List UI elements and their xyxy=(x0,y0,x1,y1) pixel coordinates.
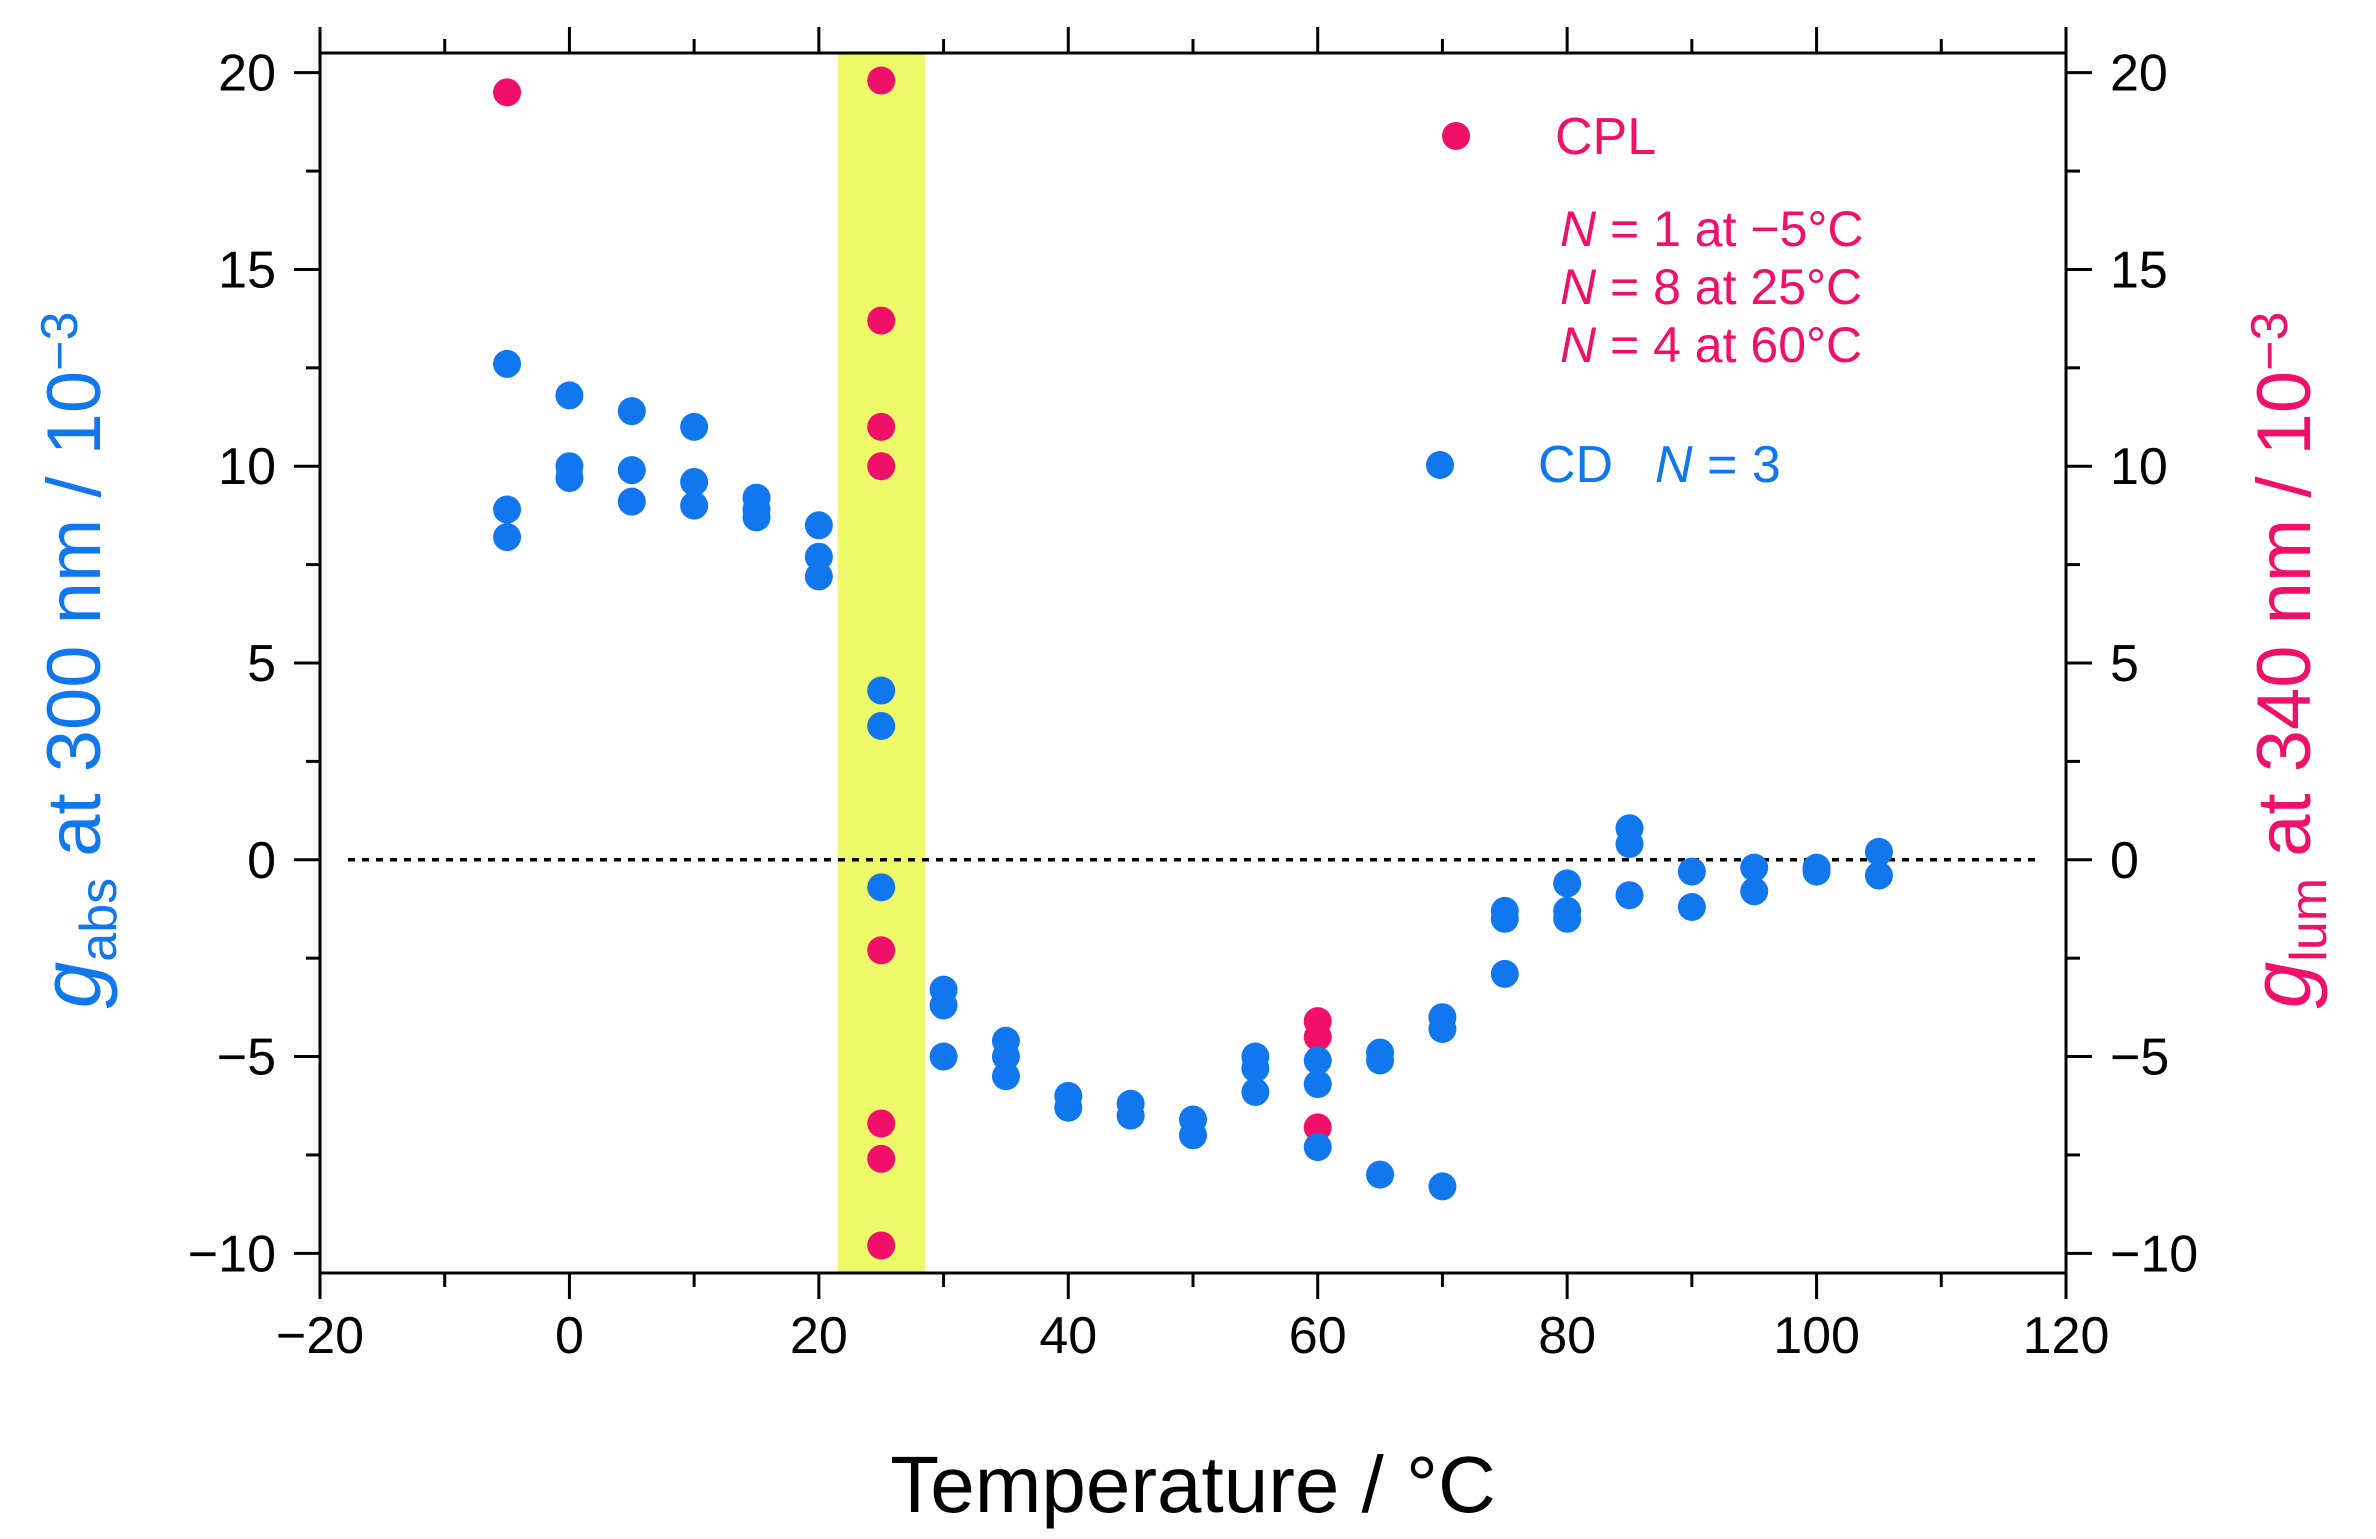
cpl-point xyxy=(867,1231,896,1260)
cd-point xyxy=(991,1042,1020,1071)
cpl-point xyxy=(867,1109,896,1138)
cd-point xyxy=(1864,861,1893,890)
legend-cpl-n-line: N = 8 at 25°C xyxy=(1560,259,1862,315)
cd-point xyxy=(1303,1070,1332,1099)
cd-point xyxy=(804,542,833,571)
cd-point xyxy=(680,467,709,496)
x-tick-label: 0 xyxy=(555,1307,584,1365)
cpl-point xyxy=(867,306,896,335)
cd-point xyxy=(617,397,646,426)
y-axis-label-right: glum at 340 nm / 10−3 xyxy=(2234,312,2338,1009)
y-tick-label-left: 20 xyxy=(218,45,276,103)
cd-point xyxy=(929,1042,958,1071)
cd-point xyxy=(991,1062,1020,1091)
cd-point xyxy=(1241,1077,1270,1106)
legend-cpl-n-line: N = 1 at −5°C xyxy=(1560,201,1864,257)
legend-cpl-label: CPL xyxy=(1555,108,1656,166)
legend-cd-label: CD xyxy=(1538,436,1613,494)
cd-point xyxy=(1740,853,1769,882)
legend-cpl-n-line: N = 4 at 60°C xyxy=(1560,317,1862,373)
cd-point xyxy=(1553,904,1582,933)
x-tick-label: 100 xyxy=(1773,1307,1860,1365)
cd-point xyxy=(1303,1133,1332,1162)
cpl-point xyxy=(867,452,896,481)
cd-point xyxy=(1366,1046,1395,1075)
x-tick-label: 40 xyxy=(1039,1307,1097,1365)
cd-point xyxy=(1677,857,1706,886)
cd-point xyxy=(867,873,896,902)
y-tick-label-right: 15 xyxy=(2110,241,2168,299)
cd-point xyxy=(493,495,522,524)
cd-point xyxy=(1241,1054,1270,1083)
cpl-point xyxy=(867,66,896,95)
cd-point xyxy=(1116,1101,1145,1130)
cd-point xyxy=(929,991,958,1020)
cd-point xyxy=(804,511,833,540)
y-axis-label-left: gabs at 300 nm / 10−3 xyxy=(24,312,128,1009)
legend-cd-n: N = 3 xyxy=(1655,436,1781,494)
cd-point xyxy=(1179,1121,1207,1150)
y-tick-label-left: −5 xyxy=(217,1029,276,1087)
x-tick-label: 20 xyxy=(790,1307,848,1365)
cd-point xyxy=(742,503,771,532)
cd-point xyxy=(1428,1172,1457,1201)
y-tick-label-left: −10 xyxy=(188,1225,276,1283)
cd-point xyxy=(1802,857,1831,886)
cd-point xyxy=(804,562,833,591)
y-tick-label-left: 0 xyxy=(247,832,276,890)
y-tick-label-left: 10 xyxy=(218,438,276,496)
cd-point xyxy=(1553,869,1582,898)
cd-point xyxy=(1303,1046,1332,1075)
cd-point xyxy=(1490,959,1519,988)
x-axis-label: Temperature / °C xyxy=(890,1440,1496,1529)
highlight-band xyxy=(837,53,925,1273)
cpl-point xyxy=(1303,1113,1332,1142)
cd-point xyxy=(1740,877,1769,906)
legend-cd-marker xyxy=(1426,451,1454,479)
cd-point xyxy=(1428,1015,1457,1043)
cd-point xyxy=(1366,1160,1395,1189)
y-tick-label-right: −5 xyxy=(2110,1029,2169,1087)
cd-point xyxy=(1615,881,1644,910)
cd-point xyxy=(1864,837,1893,866)
x-tick-label: 120 xyxy=(2023,1307,2110,1365)
cpl-point xyxy=(1303,1022,1332,1051)
cd-point xyxy=(555,381,584,410)
cd-point xyxy=(867,711,896,740)
y-tick-label-right: 20 xyxy=(2110,45,2168,103)
series-cpl xyxy=(493,66,1332,1260)
y-tick-label-right: 10 xyxy=(2110,438,2168,496)
cpl-point xyxy=(493,78,522,107)
y-tick-label-right: −10 xyxy=(2110,1225,2198,1283)
cd-point xyxy=(555,464,584,493)
x-tick-label: 80 xyxy=(1538,1307,1596,1365)
x-tick-label: −20 xyxy=(276,1307,364,1365)
y-tick-label-left: 5 xyxy=(247,635,276,693)
cd-point xyxy=(1490,904,1519,933)
cd-point xyxy=(493,523,522,552)
cd-point xyxy=(680,412,709,441)
series-cd xyxy=(493,349,1893,1201)
cd-point xyxy=(680,491,709,520)
y-tick-label-right: 5 xyxy=(2110,635,2139,693)
x-tick-label: 60 xyxy=(1289,1307,1347,1365)
cd-point xyxy=(867,676,896,705)
y-tick-label-right: 0 xyxy=(2110,832,2139,890)
cd-point xyxy=(1054,1093,1083,1122)
cpl-point xyxy=(867,1144,896,1173)
cd-point xyxy=(1615,830,1644,859)
cpl-point xyxy=(867,936,896,965)
cpl-point xyxy=(867,412,896,441)
cd-point xyxy=(617,456,646,485)
y-tick-label-left: 15 xyxy=(218,241,276,299)
cd-point xyxy=(1677,893,1706,921)
legend-cpl-marker xyxy=(1442,122,1470,150)
cd-point xyxy=(493,349,522,378)
cd-point xyxy=(617,487,646,516)
